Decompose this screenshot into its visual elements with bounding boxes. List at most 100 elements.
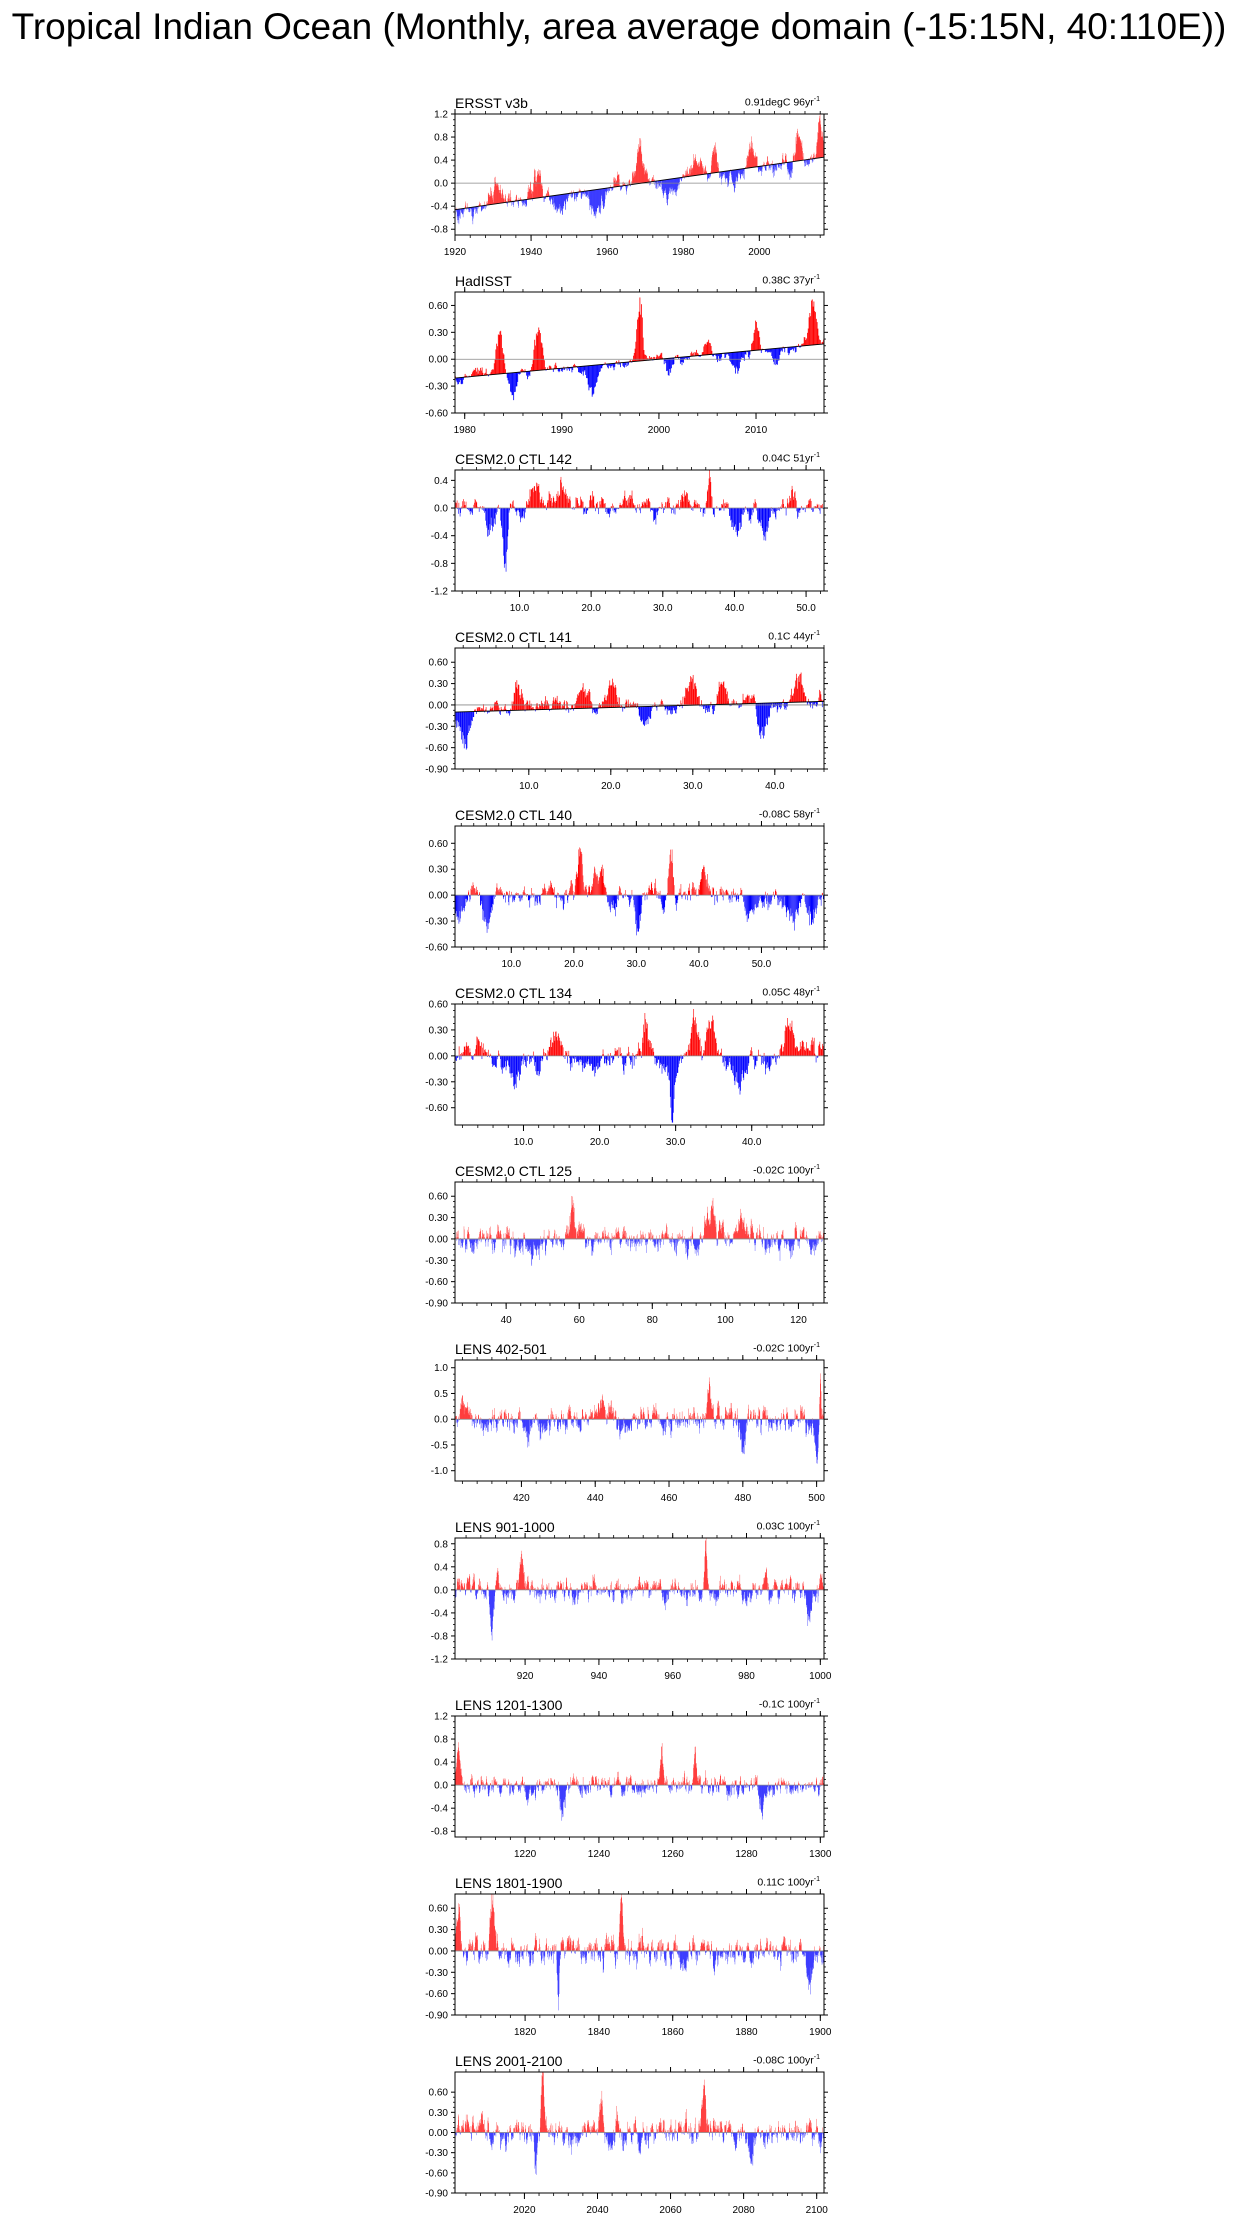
- anomaly-bar: [764, 895, 765, 906]
- anomaly-bar: [475, 499, 476, 508]
- anomaly-bar: [715, 895, 716, 905]
- anomaly-bar: [806, 1049, 807, 1056]
- anomaly-bar: [496, 1056, 497, 1068]
- anomaly-bar: [584, 1056, 585, 1069]
- anomaly-bar: [519, 508, 520, 512]
- anomaly-bar: [723, 504, 724, 508]
- anomaly-bar: [644, 501, 645, 508]
- anomaly-bar: [818, 1046, 819, 1056]
- anomaly-bar: [765, 895, 766, 899]
- anomaly-bar: [733, 891, 734, 895]
- anomaly-bar: [480, 707, 481, 711]
- anomaly-bar: [749, 508, 750, 520]
- anomaly-bar: [697, 1032, 698, 1055]
- anomaly-bar: [710, 1029, 711, 1056]
- anomaly-bar: [628, 499, 629, 508]
- anomaly-bar: [800, 508, 801, 513]
- anomaly-bar: [561, 895, 562, 898]
- anomaly-bar: [494, 1056, 495, 1065]
- anomaly-bar: [610, 364, 611, 368]
- anomaly-bar: [469, 712, 470, 726]
- anomaly-bar: [740, 508, 741, 523]
- x-tick-label: 10.0: [502, 959, 522, 970]
- anomaly-bar: [557, 1040, 558, 1056]
- anomaly-bar: [695, 504, 696, 508]
- anomaly-bar: [701, 700, 702, 705]
- anomaly-bar: [597, 708, 598, 714]
- anomaly-bar: [743, 700, 744, 704]
- anomaly-bar: [539, 895, 540, 901]
- anomaly-bar: [472, 1056, 473, 1060]
- anomaly-bar: [573, 895, 574, 900]
- anomaly-bar: [618, 895, 619, 900]
- anomaly-bar: [513, 1056, 514, 1077]
- anomaly-bar: [790, 699, 791, 702]
- anomaly-bar: [669, 869, 670, 896]
- anomaly-bar: [773, 1056, 774, 1059]
- anomaly-bar: [727, 892, 728, 895]
- anomaly-bar: [752, 343, 753, 351]
- anomaly-bar: [530, 497, 531, 509]
- anomaly-bar: [794, 689, 795, 703]
- anomaly-bar: [661, 353, 662, 359]
- anomaly-bar: [675, 508, 676, 515]
- anomaly-bar: [725, 689, 726, 704]
- anomaly-bar: [601, 867, 602, 895]
- anomaly-bar: [500, 332, 501, 374]
- anomaly-bar: [773, 508, 774, 514]
- anomaly-bar: [518, 685, 519, 711]
- anomaly-bar: [806, 696, 807, 702]
- anomaly-bar: [676, 895, 677, 911]
- anomaly-bar: [793, 497, 794, 508]
- anomaly-bar: [504, 363, 505, 373]
- anomaly-bar: [652, 1048, 653, 1056]
- anomaly-bar: [491, 370, 492, 375]
- x-tick-label: 10.0: [510, 603, 530, 614]
- anomaly-bar: [757, 895, 758, 907]
- anomaly-bar: [805, 340, 806, 346]
- anomaly-bar: [737, 508, 738, 537]
- anomaly-bar: [493, 1056, 494, 1066]
- anomaly-bar: [616, 895, 617, 903]
- x-tick-label: 2000: [748, 247, 771, 258]
- anomaly-bar: [767, 895, 768, 901]
- anomaly-bar: [503, 508, 504, 556]
- anomaly-bar: [478, 707, 479, 711]
- anomaly-bar: [670, 358, 671, 373]
- anomaly-bar: [548, 891, 549, 895]
- anomaly-bar: [785, 1025, 786, 1055]
- anomaly-bar: [624, 362, 625, 367]
- anomaly-bar: [681, 1056, 682, 1063]
- anomaly-bar: [786, 702, 787, 706]
- anomaly-bar: [575, 1056, 576, 1059]
- anomaly-bar: [595, 365, 596, 386]
- anomaly-bar: [462, 501, 463, 508]
- panel-trend-label: 0.1C 44yr-1: [768, 630, 820, 643]
- anomaly-bar: [570, 1056, 571, 1071]
- anomaly-bar: [537, 335, 538, 370]
- anomaly-bar: [471, 886, 472, 895]
- anomaly-bar: [614, 363, 615, 367]
- anomaly-bar: [791, 501, 792, 508]
- anomaly-bar: [758, 703, 759, 725]
- anomaly-bar: [797, 1047, 798, 1056]
- anomaly-bar: [580, 1056, 581, 1060]
- trend-text: -0.08C 58yr: [759, 809, 814, 821]
- anomaly-bar: [503, 353, 504, 373]
- anomaly-bar: [472, 886, 473, 895]
- anomaly-bar: [800, 674, 801, 702]
- anomaly-bar: [753, 508, 754, 512]
- anomaly-bar: [703, 869, 704, 895]
- anomaly-bar: [677, 895, 678, 903]
- anomaly-bar: [691, 1027, 692, 1056]
- anomaly-bar: [609, 895, 610, 906]
- anomaly-bar: [682, 1056, 683, 1059]
- anomaly-bar: [800, 895, 801, 901]
- anomaly-bar: [489, 508, 490, 535]
- x-tick-label: 30.0: [666, 1137, 686, 1148]
- anomaly-bar: [778, 895, 779, 899]
- anomaly-bar: [610, 508, 611, 511]
- anomaly-bar: [686, 688, 687, 705]
- anomaly-bar: [485, 1052, 486, 1056]
- anomaly-bar: [605, 1056, 606, 1059]
